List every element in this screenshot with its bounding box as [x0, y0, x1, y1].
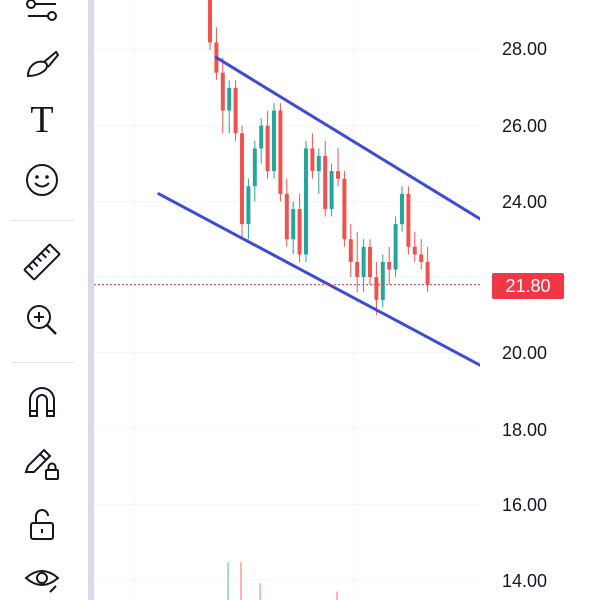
- current-price-label: 21.80: [492, 273, 564, 299]
- volume-bar: [336, 591, 338, 600]
- text-tool[interactable]: T: [20, 98, 64, 142]
- eye-icon: [24, 570, 60, 593]
- candle-body: [425, 261, 430, 285]
- candle-body: [387, 261, 392, 270]
- emoji-tool[interactable]: [20, 158, 64, 202]
- candle-body: [265, 125, 270, 172]
- candle-body: [316, 155, 321, 172]
- candle-body: [355, 261, 360, 278]
- zoom-in-tool[interactable]: [20, 298, 64, 342]
- pencil-lock-icon: [24, 448, 59, 480]
- brush-tool[interactable]: [20, 42, 64, 86]
- candle-body: [336, 171, 340, 179]
- text-icon: T: [30, 99, 54, 141]
- indicator-templates-tool[interactable]: [20, 0, 64, 28]
- sliders-icon: [26, 0, 57, 21]
- price-tick-label: 24.00: [502, 192, 548, 212]
- price-tick-label: 14.00: [502, 571, 548, 591]
- magnet-icon: [29, 387, 55, 417]
- lock-all-tool[interactable]: [20, 502, 64, 546]
- candle-body: [208, 0, 212, 43]
- ruler-icon: [23, 243, 61, 281]
- volume-bar: [240, 562, 242, 600]
- lock-drawings-tool[interactable]: [20, 440, 64, 484]
- brush-icon: [26, 50, 60, 78]
- candle-body: [297, 208, 302, 255]
- unlock-icon: [30, 509, 54, 540]
- candle-body: [348, 239, 353, 262]
- measure-tool[interactable]: [20, 240, 64, 284]
- candle-body: [278, 110, 283, 194]
- candle-body: [368, 246, 372, 278]
- candle-body: [329, 171, 334, 209]
- candle-body: [342, 178, 347, 240]
- candle-body: [304, 148, 308, 255]
- candle-body: [393, 224, 398, 270]
- volume-bars: [227, 562, 338, 600]
- volume-bar: [227, 562, 230, 600]
- magnet-tool[interactable]: [20, 380, 64, 424]
- chart-grid: [94, 0, 480, 600]
- toolbar-divider: [12, 220, 74, 221]
- candle-body: [233, 87, 238, 134]
- price-chart[interactable]: [94, 0, 480, 600]
- candle-body: [310, 148, 315, 172]
- candle-body: [380, 261, 385, 300]
- candle-body: [272, 110, 276, 172]
- zoom-in-icon: [27, 305, 57, 335]
- hide-tool[interactable]: [20, 556, 64, 600]
- price-axis[interactable]: 28.00 26.00 24.00 20.00 18.00 16.00 14.0…: [480, 0, 600, 600]
- price-tick-label: 20.00: [502, 343, 548, 363]
- trend-channel-drawing[interactable]: [157, 56, 480, 368]
- candle-body: [400, 193, 404, 225]
- candle-body: [252, 148, 257, 187]
- price-tick-label: 28.00: [502, 39, 548, 59]
- candle-body: [323, 155, 328, 209]
- price-tick-label: 18.00: [502, 420, 548, 440]
- candle-body: [412, 246, 417, 255]
- candle-body: [419, 254, 424, 262]
- candle-body: [246, 186, 251, 225]
- toolbar-border[interactable]: [88, 0, 94, 600]
- candle-body: [240, 133, 244, 225]
- price-tick-label: 16.00: [502, 495, 548, 515]
- candle-body: [406, 193, 411, 247]
- price-tick-label: 26.00: [502, 116, 548, 136]
- volume-bar: [259, 583, 262, 600]
- left-drawing-toolbar: T: [0, 0, 76, 600]
- candle-body: [259, 125, 264, 149]
- candle-body: [291, 208, 296, 240]
- chart-pane[interactable]: [94, 0, 480, 600]
- toolbar-divider: [12, 362, 74, 363]
- channel-line: [157, 192, 480, 367]
- candle-body: [220, 72, 225, 111]
- smiley-icon: [26, 164, 58, 196]
- candle-body: [374, 277, 379, 300]
- candlestick-series: [208, 0, 430, 315]
- candle-body: [361, 246, 366, 278]
- channel-line: [214, 56, 480, 221]
- candle-body: [227, 87, 232, 111]
- candle-body: [284, 193, 289, 240]
